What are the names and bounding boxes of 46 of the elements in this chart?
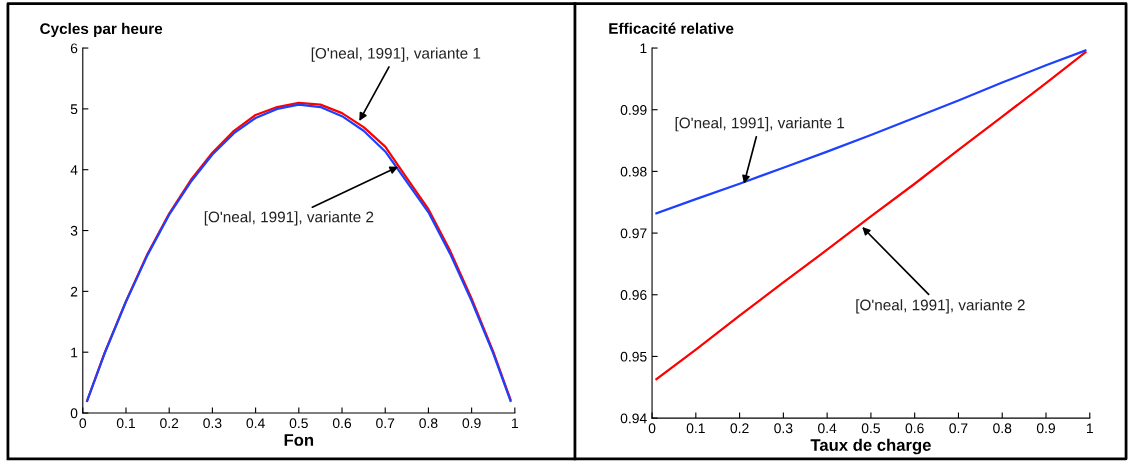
y-tick-label: 5 [70, 104, 78, 115]
x-tick-label: 0.8 [419, 418, 438, 429]
y-tick-label: 0.95 [620, 351, 647, 362]
x-tick-label: 0 [648, 423, 656, 434]
x-tick-label: 0.7 [376, 418, 395, 429]
y-tick-label: 0.96 [620, 290, 647, 300]
annotation: [O'neal, 1991], variante 2 [204, 211, 374, 226]
x-tick-label: 0.1 [686, 423, 705, 434]
annotation: [O'neal, 1991], variante 1 [675, 117, 845, 132]
x-tick-label: 0.2 [730, 423, 749, 434]
y-tick-label: 2 [70, 286, 78, 297]
y-tick-label: 0.94 [620, 413, 647, 424]
y-tick-label: 0.99 [620, 105, 647, 115]
y-axis-title: Efficacité relative [609, 22, 734, 34]
x-tick-label: 0 [79, 418, 87, 429]
y-tick-label: 4 [70, 165, 78, 175]
y-tick-label: 6 [70, 43, 78, 54]
x-tick-label: 0.2 [160, 418, 179, 429]
annotation: [O'neal, 1991], variante 1 [311, 47, 481, 62]
line-series [655, 51, 1087, 381]
line-series [655, 49, 1087, 215]
y-axis-title: Cycles par heure [40, 22, 163, 38]
y-tick-label: 0.97 [620, 228, 647, 239]
x-tick-label: 0.7 [949, 423, 968, 434]
y-tick-label: 0 [70, 408, 78, 419]
x-tick-label: 0.3 [774, 423, 793, 434]
x-axis-title: Taux de charge [810, 438, 931, 455]
y-tick-label: 1 [640, 43, 647, 54]
y-tick-label: 1 [71, 347, 78, 358]
x-tick-label: 0.9 [462, 418, 481, 429]
x-tick-label: 0.9 [1036, 423, 1055, 434]
x-tick-label: 0.5 [861, 423, 880, 434]
x-tick-label: 0.8 [993, 423, 1012, 434]
x-tick-label: 0.6 [905, 423, 924, 434]
x-tick-label: 0.4 [818, 423, 837, 434]
x-axis-title: Fon [284, 434, 314, 446]
x-tick-label: 0.6 [332, 418, 352, 429]
y-tick-label: 0.98 [620, 166, 647, 177]
annotation: [O'neal, 1991], variante 2 [856, 299, 1025, 314]
x-tick-label: 0.5 [289, 418, 308, 429]
x-tick-label: 1 [512, 418, 519, 428]
x-tick-label: 0.4 [246, 418, 265, 429]
x-tick-label: 0.3 [203, 418, 222, 429]
x-tick-label: 0.1 [116, 418, 135, 429]
y-tick-label: 3 [70, 225, 78, 236]
x-tick-label: 1 [1086, 423, 1093, 434]
